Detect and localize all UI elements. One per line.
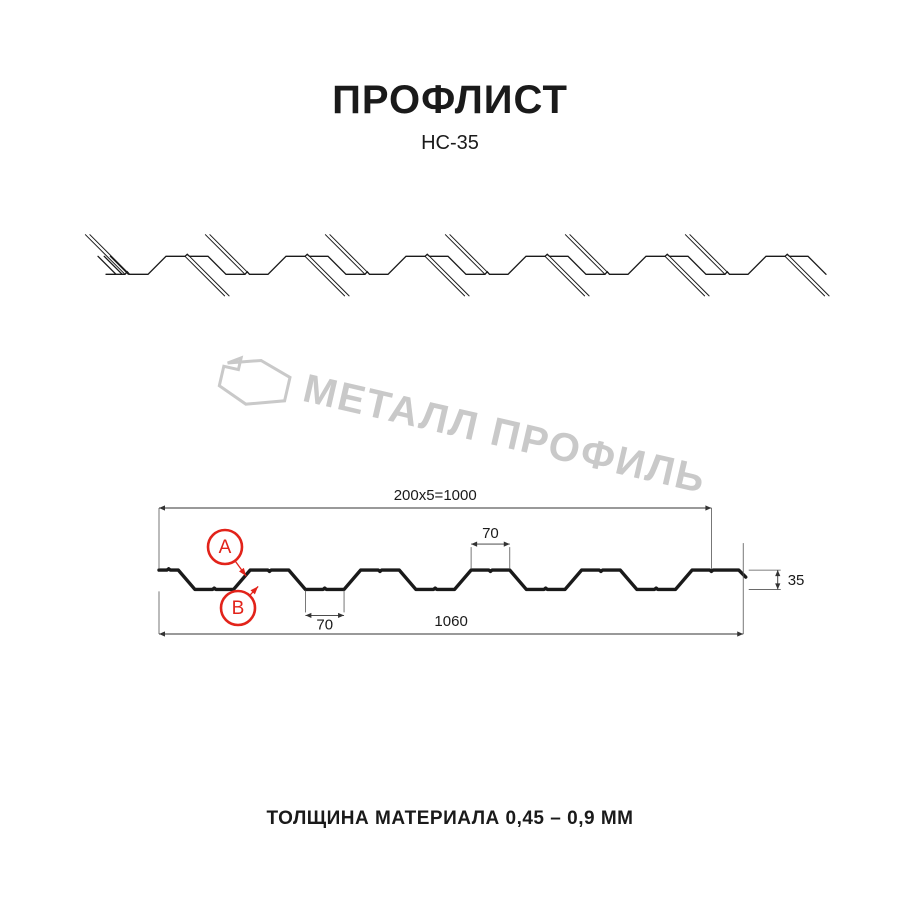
svg-text:B: B xyxy=(232,598,245,619)
svg-text:A: A xyxy=(219,537,232,558)
svg-text:200x5=1000: 200x5=1000 xyxy=(394,487,477,504)
svg-text:1060: 1060 xyxy=(434,613,467,630)
svg-text:70: 70 xyxy=(316,616,333,633)
svg-text:70: 70 xyxy=(482,525,499,542)
svg-text:35: 35 xyxy=(788,572,805,589)
svg-text:МЕТАЛЛ ПРОФИЛЬ: МЕТАЛЛ ПРОФИЛЬ xyxy=(299,366,711,502)
